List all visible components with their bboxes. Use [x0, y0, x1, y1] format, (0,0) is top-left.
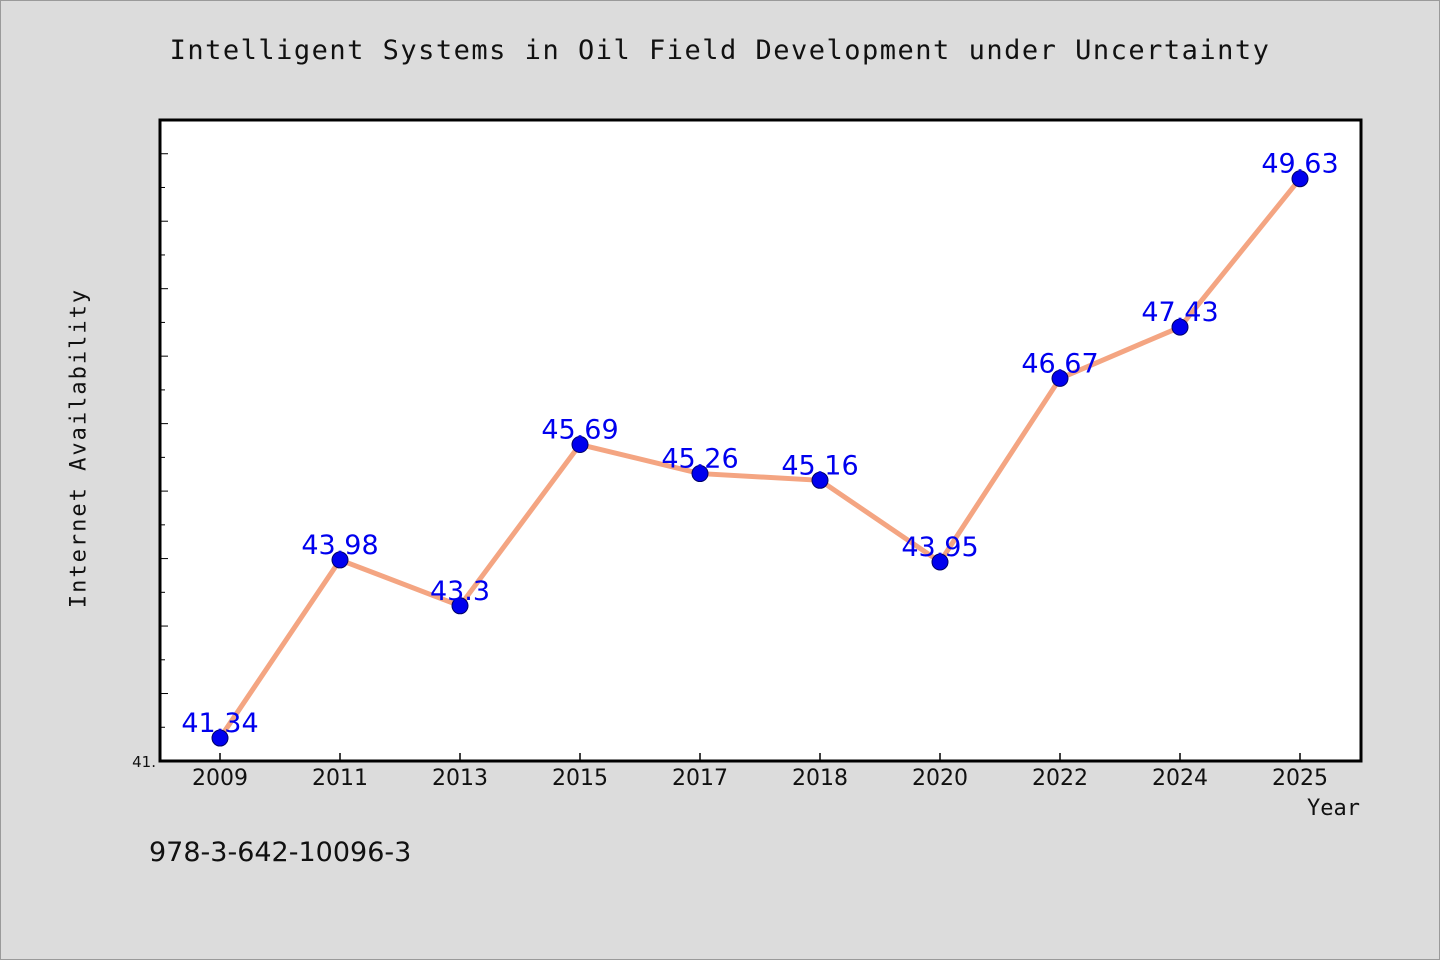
- x-tick-label: 2025: [1272, 766, 1328, 791]
- data-point: [931, 553, 949, 571]
- data-label: 43.3: [430, 576, 490, 607]
- data-label: 46.67: [1021, 348, 1098, 379]
- data-label: 45.16: [781, 450, 858, 481]
- x-tick-label: 2022: [1032, 766, 1088, 791]
- x-tick-label: 2009: [192, 766, 248, 791]
- data-point: [1051, 369, 1069, 387]
- data-point: [331, 551, 349, 569]
- data-label: 41.34: [181, 708, 258, 739]
- x-tick-label: 2011: [312, 766, 368, 791]
- data-label: 45.26: [661, 444, 738, 475]
- y-tick-label: 41.: [132, 753, 156, 771]
- x-tick-label: 2017: [672, 766, 728, 791]
- x-tick-label: 2015: [552, 766, 608, 791]
- x-tick-label: 2018: [792, 766, 848, 791]
- x-tick-label: 2020: [912, 766, 968, 791]
- data-label: 43.95: [901, 532, 978, 563]
- data-label: 45.69: [541, 415, 618, 446]
- data-point: [811, 471, 829, 489]
- data-label: 43.98: [301, 530, 378, 561]
- data-point: [571, 436, 589, 454]
- series-line: [217, 176, 1303, 741]
- isbn-footer: 978-3-642-10096-3: [149, 837, 412, 868]
- data-point: [451, 597, 469, 615]
- data-point: [1171, 318, 1189, 336]
- chart-title: Intelligent Systems in Oil Field Develop…: [169, 35, 1271, 66]
- data-point: [1291, 170, 1309, 188]
- x-tick-label: 2024: [1152, 766, 1208, 791]
- data-label: 49.63: [1261, 149, 1338, 180]
- x-tick-label: 2013: [432, 766, 488, 791]
- data-label: 47.43: [1141, 297, 1218, 328]
- plot-area: [158, 118, 1363, 763]
- data-point: [691, 465, 709, 483]
- data-point: [211, 729, 229, 747]
- x-axis-label: Year: [1307, 796, 1360, 821]
